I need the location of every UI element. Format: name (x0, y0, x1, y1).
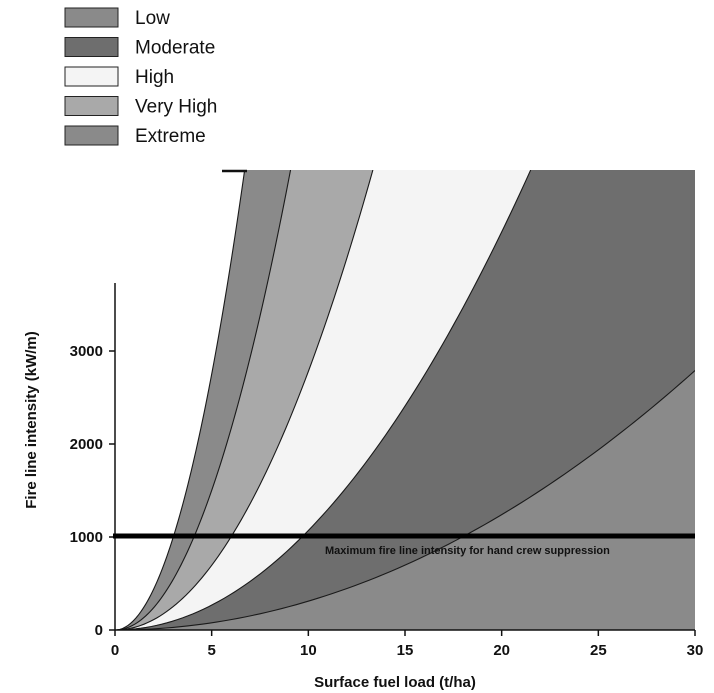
legend-swatch (64, 37, 119, 57)
x-tick-label: 10 (300, 642, 317, 659)
legend-label: Extreme (135, 126, 206, 147)
x-tick-label: 5 (207, 642, 215, 659)
legend-swatch (64, 66, 119, 87)
axes: 0 5 10 15 20 25 30 0 1000 2000 3000 (70, 169, 704, 659)
legend-swatch (64, 125, 119, 146)
x-axis-title: Surface fuel load (t/ha) (314, 674, 476, 691)
legend-item: Extreme (64, 125, 206, 147)
boundary-curve-3 (115, 170, 374, 630)
y-ticks: 0 1000 2000 3000 (70, 343, 115, 639)
legend-label: High (135, 67, 174, 88)
x-tick-label: 30 (687, 642, 704, 659)
y-tick-label: 1000 (70, 529, 103, 546)
boundary-curve-5 (115, 170, 246, 630)
boundary-curve-4 (115, 170, 292, 630)
threshold-label: Maximum fire line intensity for hand cre… (325, 545, 610, 557)
x-ticks: 0 5 10 15 20 25 30 (111, 630, 704, 659)
x-tick-label: 25 (590, 642, 607, 659)
legend-item: Low (64, 7, 170, 29)
x-tick-label: 20 (493, 642, 510, 659)
legend-label: Low (135, 8, 170, 29)
x-tick-label: 0 (111, 642, 119, 659)
boundary-curve-1 (115, 370, 695, 630)
legend-item: Very High (64, 96, 217, 118)
x-tick-label: 15 (397, 642, 414, 659)
legend-swatch (64, 96, 119, 116)
y-tick-label: 2000 (70, 436, 103, 453)
legend-swatch (64, 7, 119, 28)
legend: Low Moderate High Very High Extreme (64, 7, 217, 147)
boundary-curve-2 (115, 170, 532, 630)
intensity-bands (115, 170, 695, 630)
legend-item: High (64, 66, 174, 88)
y-tick-label: 3000 (70, 343, 103, 360)
y-tick-label: 0 (95, 622, 103, 639)
y-axis-title: Fire line intensity (kW/m) (23, 331, 40, 509)
band-1 (115, 370, 695, 630)
legend-label: Moderate (135, 38, 215, 59)
legend-label: Very High (135, 97, 217, 118)
legend-item: Moderate (64, 37, 215, 59)
